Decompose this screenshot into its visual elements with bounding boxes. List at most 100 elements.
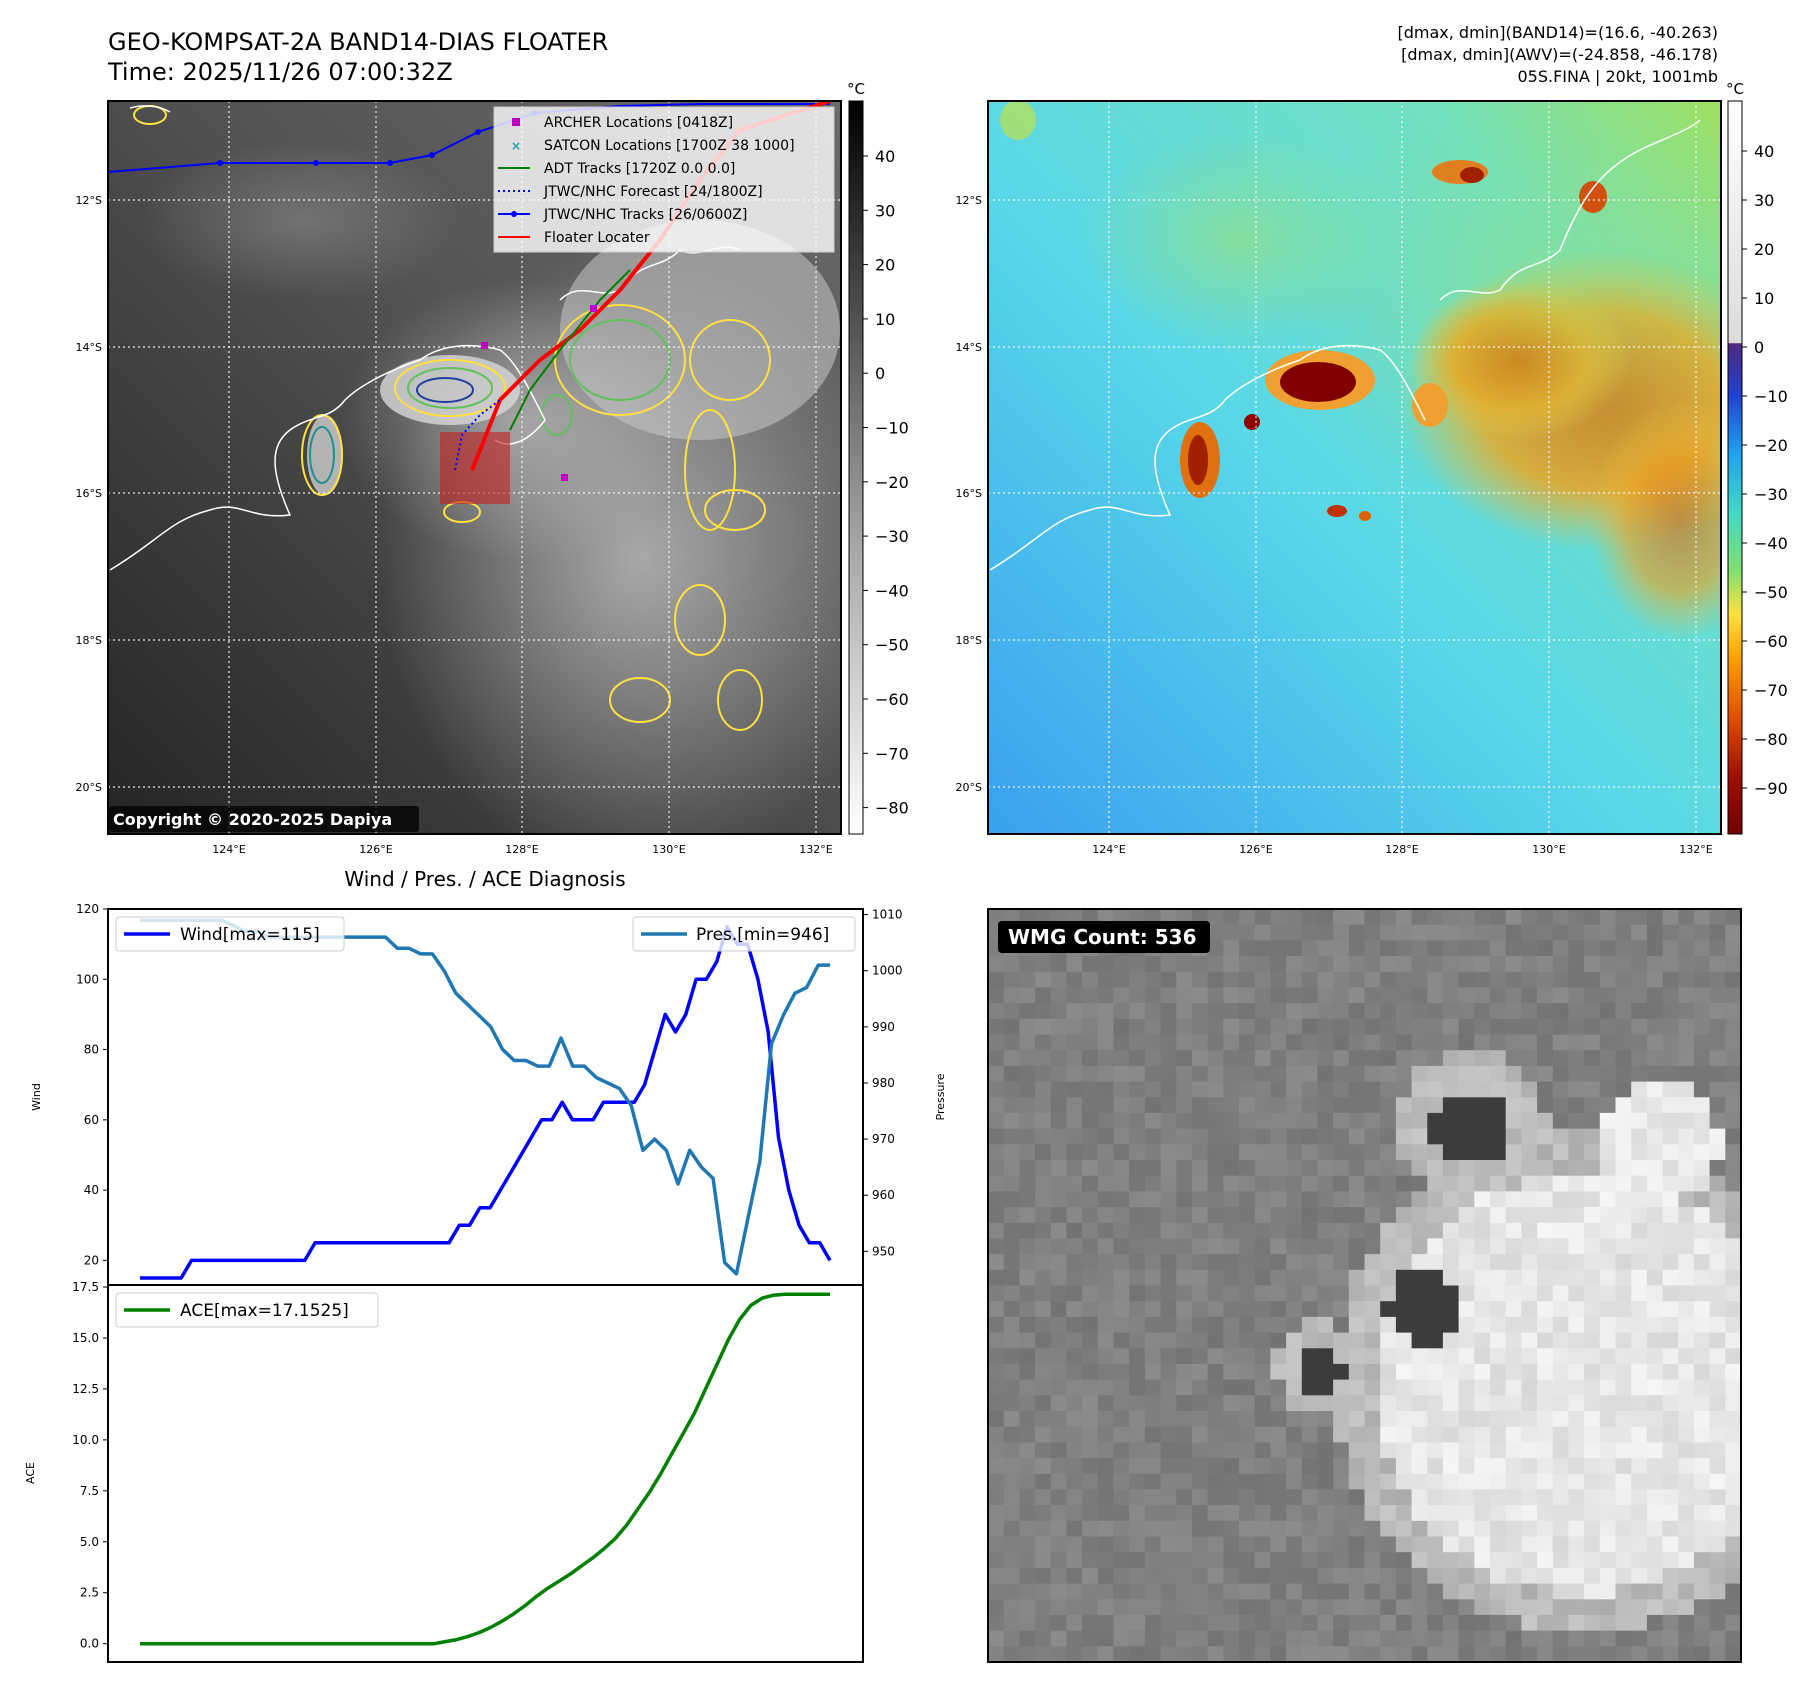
wmg-cell bbox=[1113, 1442, 1130, 1459]
wmg-cell bbox=[1380, 1332, 1397, 1349]
wmg-cell bbox=[1631, 1411, 1648, 1428]
wmg-cell bbox=[1191, 1442, 1209, 1459]
wmg-cell bbox=[1693, 987, 1711, 1004]
wmg-cell bbox=[1097, 1363, 1115, 1381]
wmg-cell bbox=[1725, 1348, 1741, 1365]
wmg-cell bbox=[1584, 909, 1601, 926]
wmg-cell bbox=[1035, 1144, 1052, 1161]
wmg-cell bbox=[1599, 1128, 1617, 1145]
wmg-cell bbox=[988, 1536, 1005, 1553]
wmg-cell bbox=[1474, 940, 1491, 957]
wmg-cell bbox=[1568, 1128, 1585, 1145]
wmg-cell bbox=[1097, 1316, 1115, 1334]
wmg-cell bbox=[1678, 1065, 1695, 1083]
wmg-cell bbox=[1364, 1489, 1381, 1506]
wmg-cell bbox=[1207, 940, 1224, 957]
wmg-cell bbox=[1427, 1285, 1444, 1302]
wmg-cell bbox=[1254, 956, 1271, 973]
wmg-cell bbox=[1474, 1411, 1491, 1428]
wmg-cell bbox=[1144, 1301, 1162, 1318]
wmg-cell bbox=[1254, 987, 1271, 1004]
wmg-cell bbox=[1584, 1254, 1601, 1271]
wmg-cell bbox=[1552, 1065, 1570, 1083]
wmg-cell bbox=[1066, 1034, 1083, 1051]
wmg-cell bbox=[1427, 1034, 1444, 1051]
wmg-cell bbox=[1286, 1065, 1303, 1083]
wmg-cell bbox=[1286, 1552, 1303, 1569]
wmg-cell bbox=[1442, 1505, 1460, 1522]
wmg-cell bbox=[1615, 1567, 1632, 1585]
wmg-cell bbox=[1490, 1630, 1507, 1647]
wmg-cell bbox=[1568, 1316, 1585, 1334]
wmg-cell bbox=[1662, 1207, 1679, 1224]
wmg-cell bbox=[1505, 1520, 1522, 1538]
wmg-cell bbox=[1097, 1254, 1115, 1271]
wmg-cell bbox=[1082, 987, 1099, 1004]
wmg-cell bbox=[1458, 1144, 1475, 1161]
wmg-cell bbox=[1113, 1583, 1130, 1600]
wmg-cell bbox=[1584, 1160, 1601, 1177]
wmg-cell bbox=[1254, 1395, 1271, 1412]
wmg-cell bbox=[1113, 1489, 1130, 1506]
wmg-cell bbox=[1348, 1458, 1366, 1475]
wmg-cell bbox=[1380, 1583, 1397, 1600]
wmg-cell bbox=[1270, 1207, 1287, 1224]
wmg-cell bbox=[1395, 1050, 1413, 1067]
wmg-cell bbox=[1395, 1112, 1413, 1130]
wmg-cell bbox=[1082, 1285, 1099, 1302]
wmg-cell bbox=[1568, 1097, 1585, 1114]
wmg-cell bbox=[1474, 1207, 1491, 1224]
wmg-cell bbox=[1631, 1442, 1648, 1459]
wmg-cell bbox=[1693, 1191, 1711, 1208]
wmg-cell bbox=[1082, 1473, 1099, 1491]
wmg-cell bbox=[1599, 1489, 1617, 1506]
colorbar-tick-label: −10 bbox=[1754, 387, 1788, 406]
wmg-cell bbox=[1333, 1332, 1350, 1349]
wmg-cell bbox=[1380, 1458, 1397, 1475]
wmg-cell bbox=[1395, 1599, 1413, 1616]
wmg-cell bbox=[1442, 1348, 1460, 1365]
wmg-cell bbox=[1113, 1552, 1130, 1569]
wmg-cell bbox=[1050, 1222, 1068, 1240]
wmg-cell bbox=[1537, 1238, 1554, 1255]
wmg-cell bbox=[1458, 1269, 1475, 1287]
wmg-cell bbox=[1599, 1599, 1617, 1616]
wmg-cell bbox=[1333, 971, 1350, 989]
wmg-cell bbox=[1442, 1207, 1460, 1224]
wmg-cell bbox=[1270, 1614, 1287, 1632]
wmg-cell bbox=[1552, 1144, 1570, 1161]
wmg-cell bbox=[1097, 1128, 1115, 1145]
wmg-cell bbox=[1364, 924, 1381, 941]
wmg-cell bbox=[1725, 1222, 1741, 1240]
wmg-cell bbox=[1097, 1269, 1115, 1287]
wmg-cell bbox=[1411, 1583, 1428, 1600]
wmg-cell bbox=[1003, 1222, 1020, 1240]
wmg-cell bbox=[1631, 1222, 1648, 1240]
wmg-cell bbox=[1646, 1363, 1664, 1381]
wmg-cell bbox=[1223, 1034, 1240, 1051]
pressure-axis-tick-label: 960 bbox=[872, 1188, 895, 1202]
wmg-cell bbox=[1474, 1567, 1491, 1585]
wmg-cell bbox=[1317, 971, 1334, 989]
wmg-cell bbox=[1631, 987, 1648, 1004]
wmg-cell bbox=[1317, 1207, 1334, 1224]
wmg-cell bbox=[1254, 1411, 1271, 1428]
wmg-cell bbox=[1191, 1112, 1209, 1130]
wmg-cell bbox=[1490, 1614, 1507, 1632]
wmg-cell bbox=[1395, 956, 1413, 973]
wmg-cell bbox=[1348, 1536, 1366, 1553]
wmg-cell bbox=[1693, 1128, 1711, 1145]
wmg-cell bbox=[1191, 1081, 1209, 1098]
wmg-cell bbox=[1646, 1269, 1664, 1287]
colorbar-tick-label: 30 bbox=[875, 201, 895, 220]
wmg-cell bbox=[1129, 1175, 1146, 1192]
wmg-cell bbox=[1552, 1128, 1570, 1145]
wmg-cell bbox=[1490, 1034, 1507, 1051]
wmg-cell bbox=[1129, 1269, 1146, 1287]
wmg-cell bbox=[1364, 1552, 1381, 1569]
wmg-cell bbox=[1191, 1316, 1209, 1334]
wmg-cell bbox=[1490, 1207, 1507, 1224]
wmg-cell bbox=[1584, 1442, 1601, 1459]
wmg-cell bbox=[1364, 1646, 1381, 1662]
wmg-cell bbox=[1537, 909, 1554, 926]
